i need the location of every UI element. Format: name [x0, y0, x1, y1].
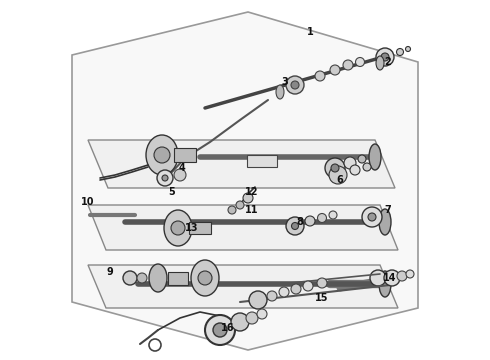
Circle shape	[213, 323, 227, 337]
Circle shape	[291, 81, 299, 89]
Ellipse shape	[276, 85, 284, 99]
Text: 8: 8	[296, 217, 303, 227]
Text: 6: 6	[337, 175, 343, 185]
Circle shape	[228, 206, 236, 214]
Circle shape	[303, 281, 313, 291]
Ellipse shape	[164, 210, 192, 246]
Circle shape	[325, 158, 345, 178]
Circle shape	[406, 46, 411, 51]
Circle shape	[157, 170, 173, 186]
Polygon shape	[88, 140, 395, 188]
Circle shape	[279, 287, 289, 297]
Circle shape	[249, 291, 267, 309]
Circle shape	[358, 155, 366, 163]
Text: 2: 2	[385, 57, 392, 67]
Circle shape	[205, 315, 235, 345]
Ellipse shape	[191, 260, 219, 296]
Circle shape	[171, 221, 185, 235]
Circle shape	[292, 222, 298, 230]
Text: 16: 16	[221, 323, 235, 333]
Circle shape	[330, 65, 340, 75]
Circle shape	[305, 216, 315, 226]
Ellipse shape	[379, 271, 391, 297]
Circle shape	[356, 58, 365, 67]
Polygon shape	[72, 12, 418, 350]
Circle shape	[318, 213, 326, 222]
Circle shape	[368, 213, 376, 221]
Circle shape	[362, 207, 382, 227]
Circle shape	[363, 163, 371, 171]
Circle shape	[246, 312, 258, 324]
Bar	[168, 271, 188, 284]
Circle shape	[350, 165, 360, 175]
Circle shape	[329, 166, 347, 184]
Circle shape	[243, 193, 253, 203]
Text: 7: 7	[385, 205, 392, 215]
Circle shape	[154, 147, 170, 163]
Circle shape	[331, 164, 339, 172]
Text: 3: 3	[282, 77, 289, 87]
Bar	[174, 148, 196, 162]
Circle shape	[343, 60, 353, 70]
Circle shape	[376, 48, 394, 66]
Ellipse shape	[146, 135, 178, 175]
Circle shape	[137, 273, 147, 283]
Circle shape	[174, 169, 186, 181]
Circle shape	[162, 175, 168, 181]
Circle shape	[286, 217, 304, 235]
Ellipse shape	[376, 56, 384, 70]
Circle shape	[370, 270, 386, 286]
Text: 5: 5	[169, 187, 175, 197]
Text: 1: 1	[307, 27, 314, 37]
Circle shape	[257, 309, 267, 319]
Text: 11: 11	[245, 205, 259, 215]
Circle shape	[236, 201, 244, 209]
Text: 10: 10	[81, 197, 95, 207]
Circle shape	[406, 270, 414, 278]
Circle shape	[267, 291, 277, 301]
Circle shape	[291, 284, 301, 294]
Text: 13: 13	[185, 223, 199, 233]
Circle shape	[231, 313, 249, 331]
Ellipse shape	[379, 209, 391, 235]
Ellipse shape	[149, 264, 167, 292]
Circle shape	[315, 71, 325, 81]
Circle shape	[396, 49, 403, 55]
Circle shape	[397, 271, 407, 281]
Circle shape	[344, 157, 356, 169]
Ellipse shape	[369, 144, 381, 170]
Bar	[247, 155, 277, 167]
Text: 4: 4	[179, 163, 185, 173]
Circle shape	[381, 53, 389, 61]
Polygon shape	[88, 205, 398, 250]
Bar	[189, 222, 211, 234]
Circle shape	[384, 270, 400, 286]
Text: 12: 12	[245, 187, 259, 197]
Text: 9: 9	[107, 267, 113, 277]
Circle shape	[286, 76, 304, 94]
Circle shape	[317, 278, 327, 288]
Circle shape	[123, 271, 137, 285]
Text: 14: 14	[383, 273, 397, 283]
Circle shape	[329, 211, 337, 219]
Text: 15: 15	[315, 293, 329, 303]
Circle shape	[198, 271, 212, 285]
Polygon shape	[88, 265, 398, 308]
